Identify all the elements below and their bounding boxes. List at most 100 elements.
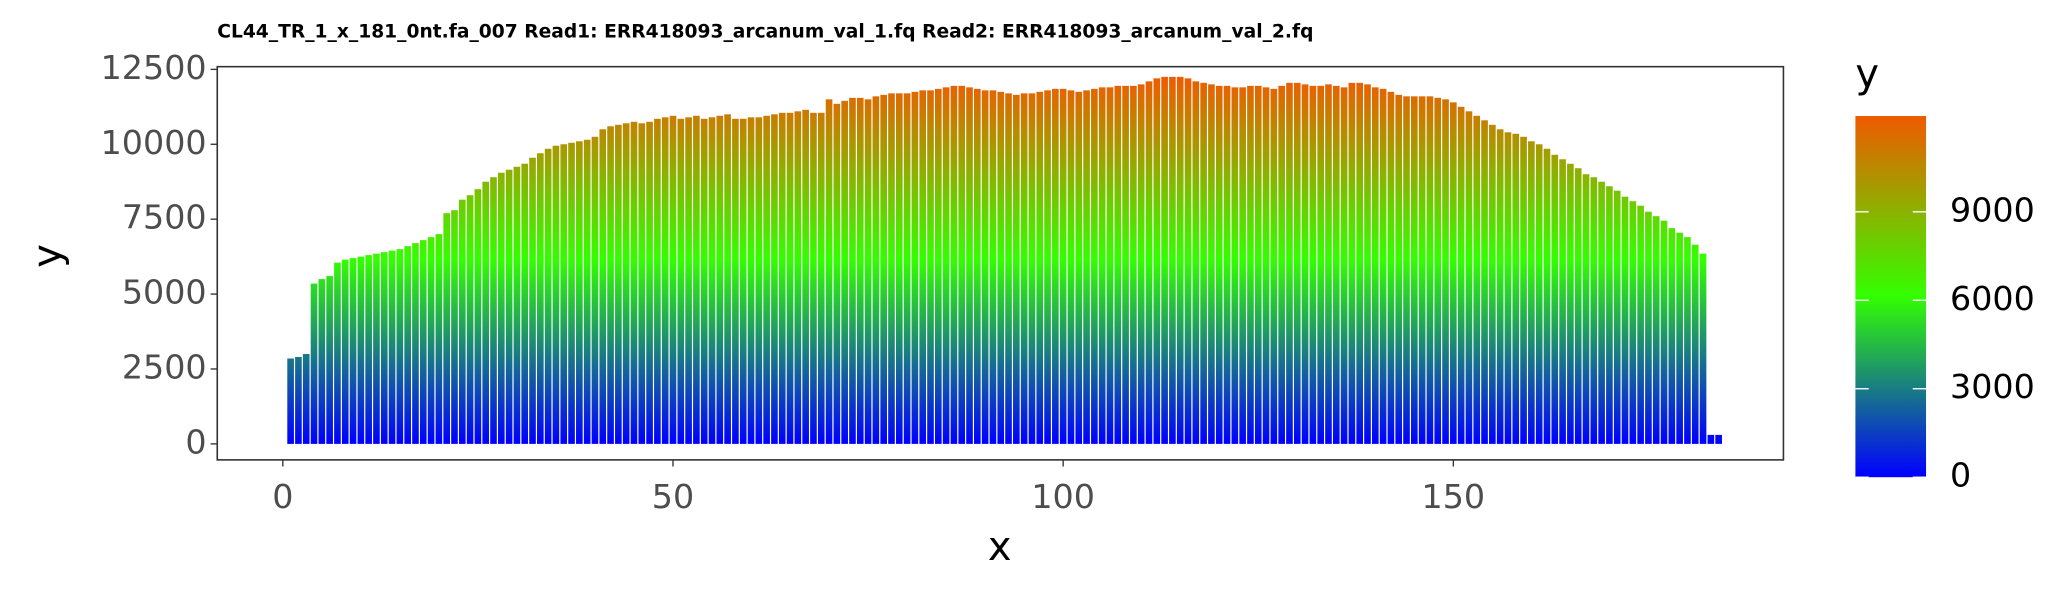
- bar: [599, 129, 607, 444]
- bar: [1208, 84, 1215, 444]
- bar: [1356, 82, 1364, 444]
- bar: [778, 112, 786, 444]
- bar: [1676, 232, 1683, 444]
- bar: [888, 93, 895, 444]
- bar: [1418, 96, 1426, 444]
- bar: [1340, 87, 1348, 444]
- bar: [1652, 216, 1660, 444]
- bar: [1450, 102, 1457, 444]
- bar: [1083, 90, 1090, 444]
- bar: [732, 118, 739, 444]
- bar: [974, 88, 981, 444]
- bar: [934, 88, 942, 444]
- bar: [646, 121, 653, 444]
- bar: [1192, 81, 1200, 444]
- bar: [1137, 84, 1145, 444]
- bar: [950, 85, 958, 444]
- bar: [1231, 87, 1239, 444]
- bar: [326, 276, 333, 444]
- bar: [630, 121, 638, 444]
- bar: [677, 118, 685, 444]
- bar: [1091, 88, 1098, 444]
- y-tick-label: 0: [185, 422, 206, 461]
- bar: [1036, 91, 1044, 444]
- bar: [427, 237, 435, 444]
- bar: [1122, 85, 1129, 444]
- bar: [295, 356, 302, 444]
- bar: [1715, 434, 1722, 444]
- bar: [1169, 76, 1176, 444]
- bar: [341, 259, 349, 444]
- bar: [1520, 136, 1527, 444]
- bar: [1684, 237, 1691, 444]
- bar: [1153, 78, 1161, 444]
- bar: [419, 240, 427, 444]
- bar: [505, 169, 513, 444]
- bar: [1411, 96, 1418, 444]
- bar: [958, 85, 966, 444]
- bar: [1044, 90, 1051, 444]
- bar: [1535, 144, 1543, 444]
- bar: [544, 148, 552, 444]
- bar: [1293, 82, 1301, 444]
- bar: [1707, 434, 1715, 444]
- bar: [497, 172, 505, 444]
- bar: [513, 166, 521, 444]
- bar: [1598, 181, 1605, 444]
- bar: [435, 234, 443, 444]
- bar: [1364, 84, 1371, 444]
- bar: [927, 90, 934, 444]
- bar: [412, 243, 419, 444]
- bar: [1528, 141, 1535, 444]
- bar: [911, 91, 919, 444]
- bar: [1052, 88, 1059, 444]
- chart-title: CL44_TR_1_x_181_0nt.fa_007 Read1: ERR418…: [217, 22, 1313, 43]
- bar: [1567, 163, 1574, 444]
- bar: [1067, 90, 1075, 444]
- bar: [1434, 97, 1442, 444]
- bar: [1200, 82, 1207, 444]
- bar: [833, 103, 841, 444]
- bar: [1379, 88, 1387, 444]
- bar: [716, 115, 724, 444]
- bar: [1606, 186, 1613, 444]
- bar: [357, 256, 365, 444]
- bar: [724, 114, 731, 444]
- bar: [443, 213, 451, 444]
- bar: [474, 189, 482, 444]
- bar: [388, 250, 396, 444]
- bar: [747, 117, 755, 444]
- bar: [1114, 85, 1122, 444]
- bar: [685, 117, 692, 444]
- y-tick-label: 5000: [122, 273, 207, 312]
- bar: [373, 253, 380, 444]
- bar: [1481, 120, 1488, 444]
- x-tick-label: 50: [652, 477, 694, 516]
- bar: [365, 255, 372, 444]
- bar: [1489, 124, 1496, 444]
- y-tick-label: 2500: [122, 347, 207, 386]
- bar: [1262, 87, 1270, 444]
- y-tick-label: 12500: [101, 48, 207, 87]
- bar: [989, 90, 997, 444]
- bar: [1629, 201, 1637, 444]
- bar: [1582, 174, 1590, 444]
- y-axis-title: y: [24, 244, 70, 268]
- bar: [404, 246, 411, 444]
- bar: [521, 163, 529, 444]
- colorbar-label: 3000: [1950, 367, 2035, 406]
- bar: [1176, 76, 1184, 444]
- bar: [1005, 93, 1012, 444]
- bar: [1161, 76, 1168, 444]
- bar: [1395, 94, 1403, 444]
- bar: [1645, 211, 1652, 444]
- bar: [872, 96, 880, 444]
- bar: [1301, 84, 1309, 444]
- bar: [1504, 132, 1512, 444]
- bar: [708, 117, 716, 444]
- bar: [302, 353, 310, 444]
- bar: [1387, 91, 1395, 444]
- bar: [1325, 84, 1332, 444]
- bar: [1699, 253, 1707, 444]
- bar: [864, 99, 872, 444]
